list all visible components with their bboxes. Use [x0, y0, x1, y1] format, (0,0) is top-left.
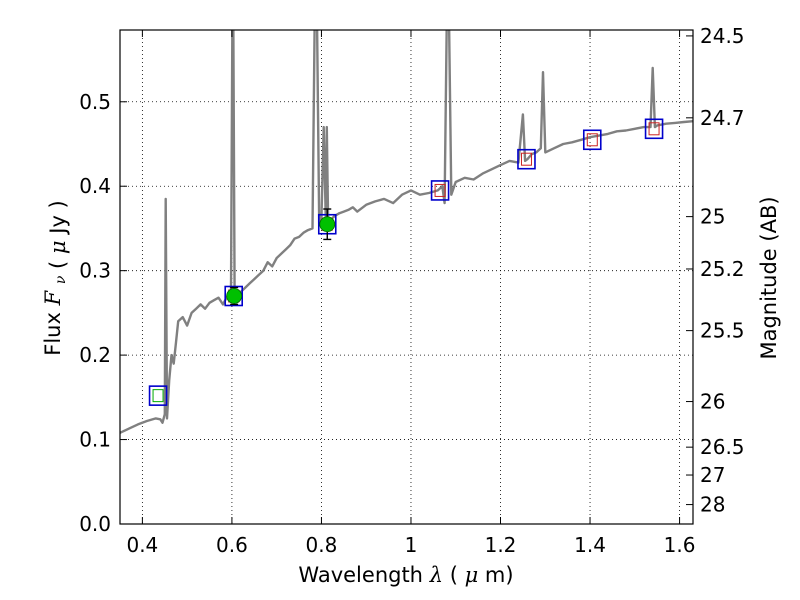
- y2-tick-label: 27: [700, 463, 725, 487]
- observed-point: [319, 216, 336, 233]
- model-box-marker: [517, 148, 536, 170]
- y2-tick-label: 28: [700, 493, 725, 517]
- y-tick-label: 0.5: [79, 90, 111, 114]
- model-box-marker: [430, 180, 450, 201]
- plot-frame: [119, 29, 694, 525]
- y2-tick-label: 25: [700, 205, 725, 229]
- y-axis-label-unit-mu: μ: [46, 240, 70, 254]
- x-tick-label: 0.6: [216, 533, 248, 557]
- x-tick-label: 1.4: [574, 533, 606, 557]
- y-axis-label-subscript: ν: [53, 275, 69, 284]
- x-tick-label: 0.4: [126, 533, 158, 557]
- y2-tick-label: 26: [700, 390, 725, 414]
- x-tick-label: 1.2: [485, 533, 517, 557]
- model-box-marker: [224, 285, 244, 307]
- x-tick-label: 1: [405, 533, 418, 557]
- x-axis-label: Wavelength λ ( μ m): [298, 563, 513, 587]
- model-inner-marker: [586, 133, 598, 147]
- y2-tick-label: 25.2: [700, 257, 745, 281]
- photometry-markers: [148, 118, 664, 406]
- y-tick-label: 0.3: [79, 259, 111, 283]
- x-axis-label-text: Wavelength: [298, 563, 423, 587]
- x-axis-label-symbol: λ: [429, 563, 443, 587]
- y2-axis-label: Magnitude (AB): [757, 196, 781, 359]
- x-tick-label: 0.8: [306, 533, 338, 557]
- y-axis-label-symbol: F: [41, 289, 65, 306]
- x-tick-label: 1.6: [664, 533, 696, 557]
- observed-point: [226, 288, 243, 304]
- model-inner-marker: [648, 122, 660, 136]
- y-tick-label: 0.0: [79, 512, 111, 536]
- model-box-marker: [644, 118, 664, 140]
- model-box-marker: [148, 385, 168, 406]
- model-inner-marker: [434, 183, 446, 197]
- y-axis-label-text: Flux: [41, 312, 65, 356]
- axis-ticks: 0.4 0.6 0.8 1 1.2 1.4 1.6 0.0 0.1 0.2 0.3 0.4 0.5 24.…: [79, 24, 744, 557]
- y-axis-label: Flux F ν ( μ Jy ): [41, 200, 70, 356]
- x-axis-label-unit-mu: μ: [465, 563, 479, 587]
- y-axis-label-unit-rest: Jy ): [46, 200, 70, 236]
- y2-tick-label: 24.7: [700, 106, 745, 130]
- model-inner-marker: [152, 389, 164, 403]
- y2-tick-label: 26.5: [700, 435, 745, 459]
- y2-tick-label: 25.5: [700, 319, 745, 343]
- y2-tick-label: 24.5: [700, 24, 745, 48]
- y-axis-label-unit-open: (: [46, 261, 70, 269]
- y-tick-label: 0.2: [79, 343, 111, 367]
- x-axis-label-unit-open: (: [450, 563, 458, 587]
- x-axis-label-unit-rest: m): [485, 563, 514, 587]
- model-inner-marker: [520, 152, 532, 166]
- model-box-marker: [582, 129, 602, 151]
- y-tick-label: 0.4: [79, 174, 111, 198]
- y-tick-label: 0.1: [79, 428, 111, 452]
